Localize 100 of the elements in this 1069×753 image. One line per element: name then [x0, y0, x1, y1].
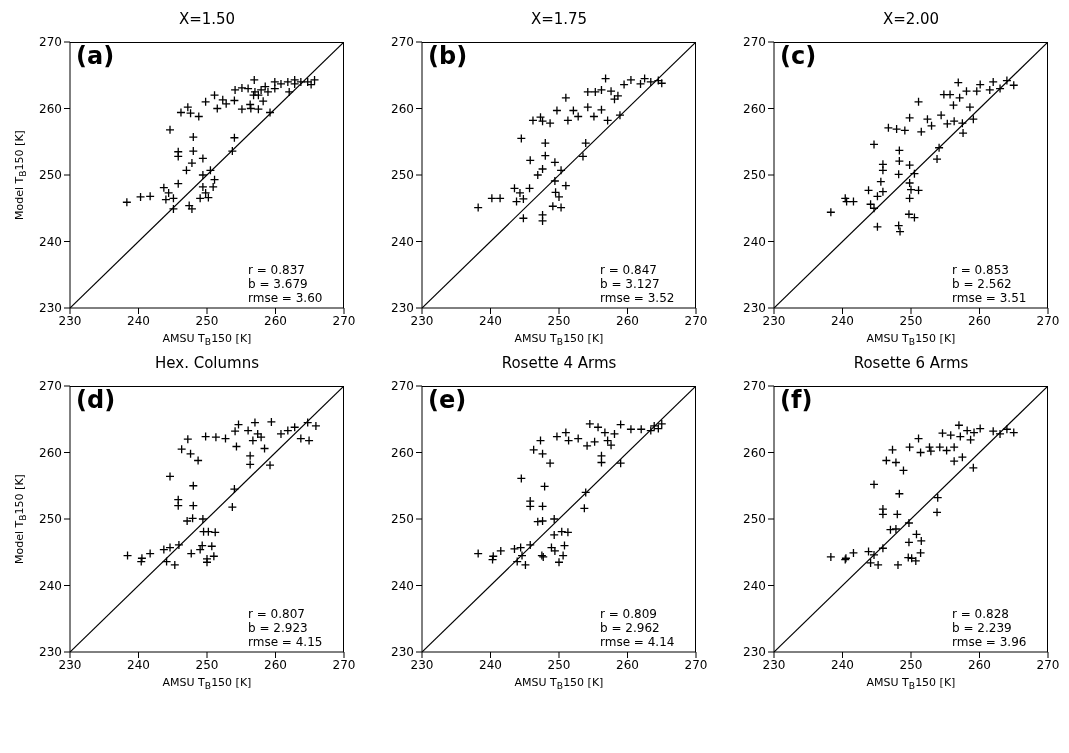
x-tick-label: 250 — [195, 657, 219, 672]
y-tick-label: 240 — [391, 578, 414, 593]
y-tick-label: 270 — [39, 379, 62, 394]
point — [585, 419, 595, 429]
point — [876, 177, 886, 187]
point — [932, 154, 942, 164]
point — [878, 509, 888, 519]
point — [554, 557, 564, 567]
x-tick-label: 270 — [1036, 313, 1060, 328]
y-tick-label: 230 — [743, 301, 766, 316]
y-tick-label: 240 — [743, 234, 766, 249]
annotation: r = 0.809 — [600, 607, 658, 621]
y-tick-label: 250 — [39, 512, 62, 527]
point — [556, 202, 566, 213]
x-tick-label: 230 — [410, 313, 434, 328]
y-tick-label: 250 — [743, 168, 766, 183]
x-tick-label: 260 — [616, 313, 639, 328]
point — [561, 93, 571, 103]
point — [590, 87, 600, 97]
point — [869, 479, 879, 490]
y-tick-label: 270 — [39, 35, 62, 50]
point — [609, 429, 620, 439]
y-tick-label: 230 — [39, 301, 62, 316]
point — [873, 560, 883, 570]
chart-title: Hex. Columns — [154, 354, 260, 372]
point — [619, 79, 629, 90]
point — [958, 128, 968, 138]
point — [509, 544, 520, 554]
y-tick-label: 240 — [39, 578, 62, 593]
x-tick-label: 250 — [899, 657, 923, 672]
annotation: (c) — [780, 42, 817, 70]
y-tick-label: 230 — [391, 645, 414, 660]
point — [193, 455, 203, 466]
point — [581, 138, 591, 148]
x-tick-label: 240 — [831, 657, 854, 672]
point — [872, 222, 883, 232]
point — [545, 458, 555, 468]
point — [174, 540, 184, 550]
point — [848, 548, 859, 558]
x-tick-label: 230 — [58, 313, 82, 328]
point — [904, 537, 914, 547]
annotation: rmse = 3.96 — [952, 635, 1027, 649]
chart-title: X=2.00 — [881, 10, 941, 28]
point — [563, 115, 573, 126]
point — [988, 77, 998, 87]
y-tick-label: 260 — [391, 445, 414, 460]
point — [965, 102, 975, 112]
y-tick-label: 250 — [39, 168, 62, 183]
point — [496, 546, 506, 556]
y-tick-label: 250 — [391, 512, 414, 527]
point — [926, 446, 936, 456]
chart-title: X=1.75 — [529, 10, 589, 28]
point — [891, 524, 901, 534]
x-axis-title: AMSU T$_{B}$150 [K] — [865, 332, 957, 348]
point — [209, 551, 219, 561]
point — [170, 560, 180, 570]
chart-title: X=1.50 — [177, 10, 237, 28]
point — [869, 139, 879, 150]
point — [939, 89, 949, 100]
x-axis-title: AMSU T$_{B}$150 [K] — [161, 676, 253, 692]
y-tick-label: 230 — [39, 645, 62, 660]
point — [878, 186, 888, 197]
y-tick-label: 270 — [743, 379, 766, 394]
y-tick-label: 270 — [391, 35, 414, 50]
point — [657, 419, 667, 429]
annotation: (b) — [428, 42, 468, 70]
point — [894, 156, 905, 166]
point — [985, 85, 995, 95]
annotation: (e) — [428, 386, 467, 414]
point — [578, 151, 588, 162]
x-tick-label: 250 — [899, 313, 923, 328]
point — [230, 426, 240, 436]
y-tick-label: 260 — [391, 101, 414, 116]
point — [906, 184, 916, 195]
point — [311, 421, 321, 431]
annotation: (f) — [780, 386, 813, 414]
point — [182, 516, 192, 526]
point — [248, 435, 258, 446]
point — [537, 216, 548, 226]
y-tick-label: 240 — [39, 234, 62, 249]
point — [826, 552, 836, 562]
point — [533, 170, 543, 180]
x-tick-label: 260 — [616, 657, 639, 672]
x-axis-title: AMSU T$_{B}$150 [K] — [865, 676, 957, 692]
point — [535, 112, 546, 122]
point — [949, 456, 959, 466]
point — [561, 180, 571, 191]
annotation: (a) — [76, 42, 115, 70]
point — [550, 157, 560, 168]
point — [550, 546, 560, 556]
point — [878, 165, 888, 175]
point — [276, 429, 286, 439]
x-axis-title: AMSU T$_{B}$150 [K] — [161, 332, 253, 348]
point — [266, 417, 277, 427]
x-tick-label: 240 — [479, 313, 502, 328]
point — [589, 111, 599, 122]
point — [145, 548, 155, 559]
x-tick-label: 230 — [762, 657, 786, 672]
point — [558, 550, 568, 561]
y-tick-label: 270 — [743, 35, 766, 50]
